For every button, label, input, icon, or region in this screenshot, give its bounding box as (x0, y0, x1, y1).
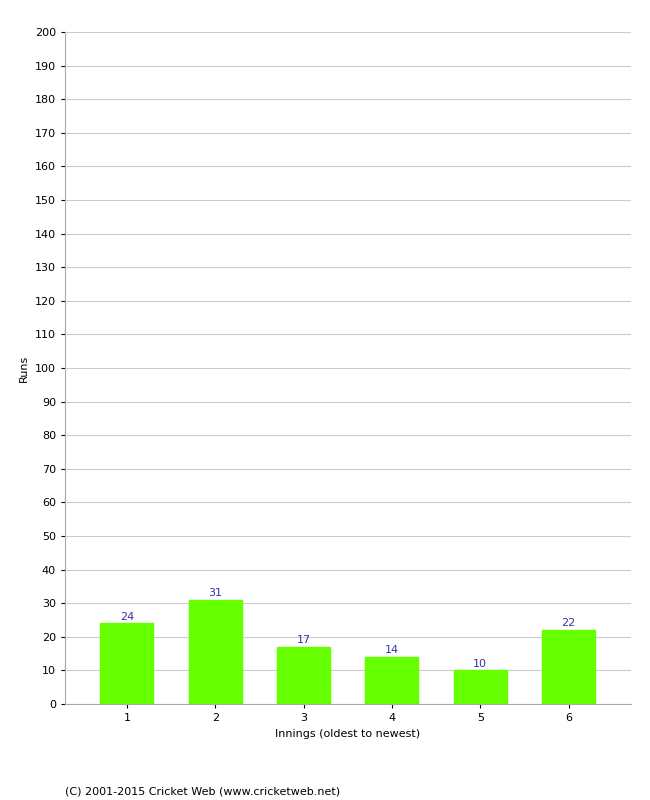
Bar (277, 647, 330, 704)
Text: 31: 31 (208, 588, 222, 598)
Text: 10: 10 (473, 658, 488, 669)
Text: 22: 22 (562, 618, 576, 629)
Text: 24: 24 (120, 612, 134, 622)
X-axis label: Innings (oldest to newest): Innings (oldest to newest) (275, 729, 421, 738)
Text: 14: 14 (385, 646, 399, 655)
Text: (C) 2001-2015 Cricket Web (www.cricketweb.net): (C) 2001-2015 Cricket Web (www.cricketwe… (65, 786, 340, 796)
Bar (188, 600, 242, 704)
Bar (542, 630, 595, 704)
Bar (100, 623, 153, 704)
Text: 17: 17 (296, 635, 311, 645)
Bar (365, 657, 419, 704)
Bar (454, 670, 507, 704)
Y-axis label: Runs: Runs (20, 354, 29, 382)
